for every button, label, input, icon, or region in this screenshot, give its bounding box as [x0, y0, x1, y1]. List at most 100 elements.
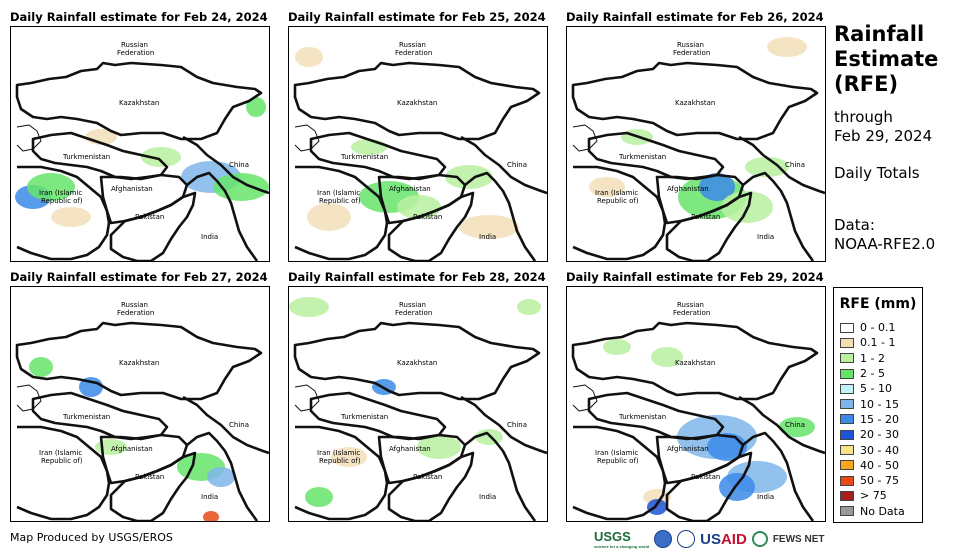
- country-label: Federation: [117, 49, 154, 57]
- country-label: China: [785, 421, 805, 429]
- country-border: [16, 384, 42, 412]
- legend-swatch: [840, 337, 854, 348]
- rainfall-area: [459, 215, 519, 239]
- legend-swatch: [840, 414, 854, 425]
- usgs-wordmark: USGS: [594, 529, 631, 544]
- country-label: China: [229, 161, 249, 169]
- country-label: Republic of): [597, 457, 639, 465]
- country-label: Kazakhstan: [675, 99, 715, 107]
- country-border: [572, 425, 667, 521]
- country-border: [665, 451, 753, 521]
- partner-logos: USGS science for a changing world USAID F…: [594, 527, 824, 551]
- country-border: [182, 135, 269, 195]
- rainfall-area: [203, 511, 219, 521]
- map-frame: Russian Federation Kazakhstan Turkmenistan C…: [566, 286, 826, 522]
- country-label: Pakistan: [135, 213, 164, 221]
- rainfall-area: [29, 357, 53, 377]
- country-label: India: [479, 233, 496, 241]
- country-label: Turkmenistan: [618, 153, 666, 161]
- country-border: [738, 395, 825, 455]
- country-border: [572, 165, 667, 261]
- country-label: Kazakhstan: [397, 99, 437, 107]
- country-label: India: [201, 233, 218, 241]
- country-border: [16, 425, 111, 521]
- country-label: Turkmenistan: [62, 153, 110, 161]
- rainfall-area: [589, 177, 625, 197]
- rainfall-area: [295, 47, 323, 67]
- country-label: Turkmenistan: [340, 153, 388, 161]
- legend-swatch: [840, 322, 854, 333]
- rainfall-area: [27, 173, 75, 201]
- rainfall-area: [651, 347, 683, 367]
- rainfall-area: [517, 299, 541, 315]
- rainfall-area: [305, 487, 333, 507]
- legend-item: 20 - 30: [840, 427, 905, 442]
- country-border: [387, 191, 475, 261]
- country-label: Afghanistan: [111, 445, 153, 453]
- rainfall-area: [207, 467, 235, 487]
- fews-logo: FEWS NET: [772, 533, 825, 545]
- legend-item: > 75: [840, 488, 905, 503]
- title-line: Estimate: [834, 47, 939, 71]
- title-line: (RFE): [834, 72, 899, 96]
- country-border: [109, 451, 197, 521]
- legend-swatch: [840, 475, 854, 486]
- country-border: [15, 321, 263, 401]
- country-label: Kazakhstan: [397, 359, 437, 367]
- country-label: Iran (Islamic: [39, 189, 82, 197]
- country-label: Pakistan: [413, 473, 442, 481]
- country-border: [464, 431, 537, 521]
- legend-label: 5 - 10: [860, 382, 892, 396]
- panel-title: Daily Rainfall estimate for Feb 24, 2024: [10, 10, 268, 24]
- map-frame: Russian Federation Kazakhstan Turkmenistan C…: [10, 26, 270, 262]
- country-border: [460, 395, 547, 455]
- legend-item: No Data: [840, 504, 905, 519]
- legend-title: RFE (mm): [839, 296, 917, 312]
- legend-swatch: [840, 460, 854, 471]
- country-label: Russian: [399, 41, 426, 49]
- legend-item: 30 - 40: [840, 442, 905, 457]
- rainfall-area: [307, 203, 351, 231]
- panel-title: Daily Rainfall estimate for Feb 28, 2024: [288, 270, 546, 284]
- legend-item: 0 - 0.1: [840, 320, 905, 335]
- fews-icon: [751, 531, 768, 547]
- country-label: Russian: [121, 41, 148, 49]
- rainfall-area: [745, 157, 789, 177]
- rainfall-area: [445, 165, 493, 189]
- country-label: Kazakhstan: [119, 99, 159, 107]
- country-label: Afghanistan: [389, 445, 431, 453]
- country-label: Iran (Islamic: [39, 449, 82, 457]
- legend-label: > 75: [860, 489, 887, 503]
- country-label: Russian: [121, 301, 148, 309]
- data-label: Data:: [834, 216, 875, 234]
- rainfall-area: [331, 447, 367, 467]
- country-border: [16, 165, 111, 261]
- country-label: Afghanistan: [389, 185, 431, 193]
- panel-title: Daily Rainfall estimate for Feb 27, 2024: [10, 270, 268, 284]
- legend-item: 10 - 15: [840, 396, 905, 411]
- country-label: Federation: [395, 309, 432, 317]
- legend-label: 20 - 30: [860, 428, 899, 442]
- country-label: Afghanistan: [667, 445, 709, 453]
- usaid-seal: [677, 530, 696, 548]
- rainfall-area: [417, 435, 461, 459]
- country-border: [294, 425, 389, 521]
- country-label: India: [757, 493, 774, 501]
- country-label: Federation: [395, 49, 432, 57]
- legend-label: 10 - 15: [860, 397, 899, 411]
- legend-item: 50 - 75: [840, 473, 905, 488]
- rainfall-area: [699, 173, 735, 201]
- country-label: Republic of): [41, 457, 83, 465]
- country-label: Iran (Islamic: [317, 449, 360, 457]
- legend-item: 40 - 50: [840, 458, 905, 473]
- country-border: [186, 431, 259, 521]
- legend-swatch: [840, 353, 854, 364]
- legend-label: 40 - 50: [860, 458, 899, 472]
- legend-item: 1 - 2: [840, 351, 905, 366]
- usaid-aid: AID: [720, 530, 747, 548]
